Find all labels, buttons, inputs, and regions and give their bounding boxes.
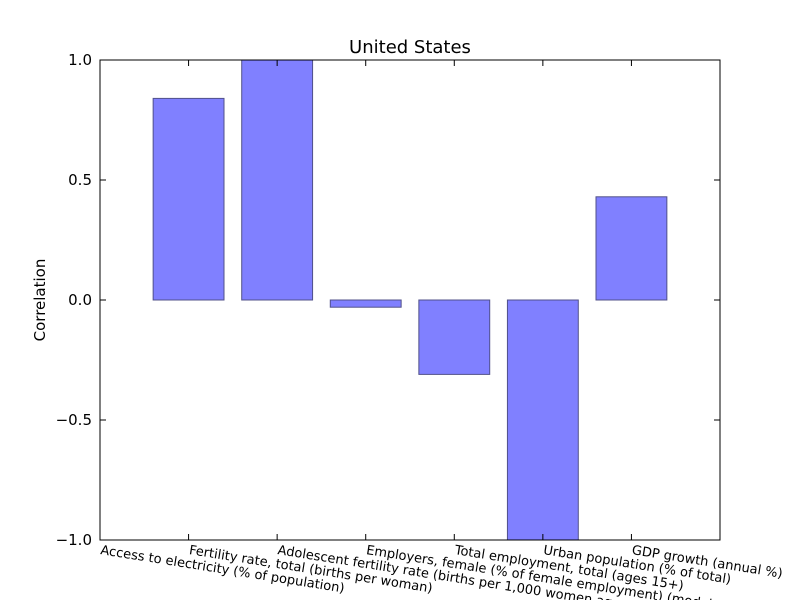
bar	[418, 299, 491, 375]
bar	[595, 196, 668, 301]
y-tick-label: −0.5	[56, 411, 92, 429]
y-tick-label: 0.0	[68, 291, 92, 309]
y-tick-label: −1.0	[56, 531, 92, 549]
chart-title: United States	[349, 37, 471, 58]
y-tick-label: 0.5	[68, 171, 92, 189]
bar	[152, 97, 225, 301]
bar	[329, 299, 402, 308]
y-tick-label: 1.0	[68, 51, 92, 69]
bar	[241, 59, 314, 301]
bar	[506, 299, 579, 541]
y-axis-label: Correlation	[31, 259, 49, 342]
